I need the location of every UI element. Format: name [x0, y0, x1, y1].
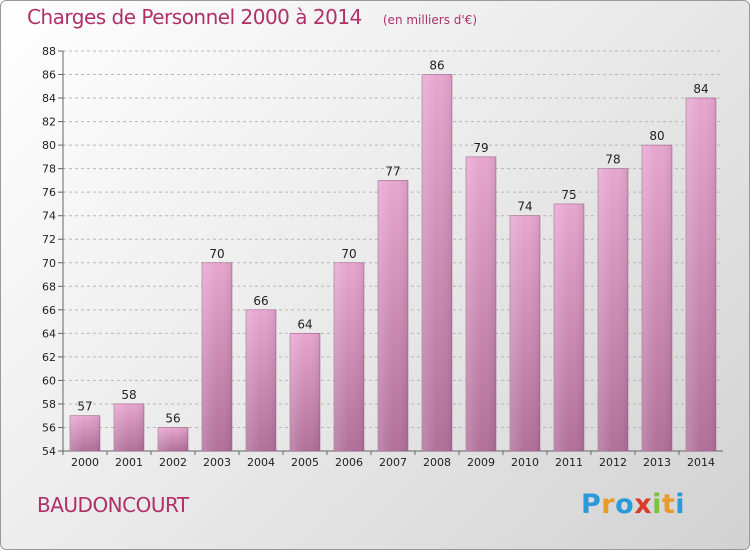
bar-shine [70, 415, 100, 451]
logo-letter: o [615, 489, 635, 520]
bar-shine [334, 262, 364, 451]
y-tick-label: 82 [42, 116, 56, 129]
data-label: 78 [605, 153, 620, 167]
data-label: 58 [121, 388, 136, 402]
y-tick-label: 78 [42, 163, 56, 176]
x-tick-label: 2012 [599, 456, 627, 469]
bar-shine [510, 215, 540, 451]
bar-shine [598, 168, 628, 451]
y-tick-label: 60 [42, 374, 56, 387]
y-tick-label: 54 [42, 445, 56, 458]
y-tick-label: 58 [42, 398, 56, 411]
bar-shine [378, 180, 408, 452]
data-label: 70 [209, 247, 224, 261]
logo-letter: i [652, 489, 662, 520]
y-tick-label: 88 [42, 45, 56, 58]
y-tick-label: 76 [42, 186, 56, 199]
bar-shine [158, 427, 188, 451]
bar-shine [246, 309, 276, 451]
y-tick-label: 84 [42, 92, 56, 105]
bar-shine [290, 333, 320, 451]
labels: 57 2000 58 2001 56 2002 70 2003 66 2004 64 2005 70 20… [71, 59, 715, 469]
y-tick-label: 66 [42, 304, 56, 317]
bar-shine [686, 98, 716, 451]
x-tick-label: 2011 [555, 456, 583, 469]
logo-letter: r [601, 489, 616, 520]
bar-shine [114, 403, 144, 451]
logo-letter: x [634, 489, 653, 520]
data-label: 77 [385, 164, 400, 178]
logo-letter: i [675, 489, 686, 520]
y-tick-label: 56 [42, 421, 56, 434]
y-tick-label: 72 [42, 233, 56, 246]
city-name: BAUDONCOURT [37, 493, 189, 517]
chart-header: Charges de Personnel 2000 à 2014 (en mil… [27, 5, 477, 29]
x-tick-label: 2009 [467, 456, 495, 469]
logo-letter: t [661, 489, 676, 520]
x-tick-label: 2000 [71, 456, 99, 469]
data-label: 74 [517, 200, 532, 214]
logo-letter: P [581, 489, 602, 520]
y-tick-label: 74 [42, 210, 56, 223]
x-tick-label: 2005 [291, 456, 319, 469]
bar-shine [466, 156, 496, 451]
x-tick-label: 2010 [511, 456, 539, 469]
chart-title: Charges de Personnel 2000 à 2014 [27, 5, 362, 29]
x-tick-label: 2001 [115, 456, 143, 469]
bar-shine [422, 74, 452, 451]
x-tick-label: 2014 [687, 456, 715, 469]
chart-subtitle: (en milliers d'€) [382, 13, 477, 27]
data-label: 57 [77, 400, 92, 414]
data-label: 70 [341, 247, 356, 261]
y-tick-label: 64 [42, 327, 56, 340]
x-tick-label: 2008 [423, 456, 451, 469]
y-tick-label: 86 [42, 69, 56, 82]
data-label: 75 [561, 188, 576, 202]
data-label: 84 [693, 82, 708, 96]
y-tick-label: 68 [42, 280, 56, 293]
x-tick-label: 2006 [335, 456, 363, 469]
x-tick-label: 2007 [379, 456, 407, 469]
data-label: 80 [649, 129, 664, 143]
y-tick-label: 62 [42, 351, 56, 364]
x-tick-label: 2004 [247, 456, 275, 469]
y-tick-label: 70 [42, 257, 56, 270]
data-label: 56 [165, 411, 180, 425]
bars [69, 74, 717, 452]
data-label: 64 [297, 317, 312, 331]
proxiti-logo[interactable]: Proxiti [581, 489, 685, 520]
data-label: 66 [253, 294, 268, 308]
bar-shine [554, 203, 584, 451]
x-tick-label: 2003 [203, 456, 231, 469]
y-tick-label: 80 [42, 139, 56, 152]
bar-shine [202, 262, 232, 451]
x-tick-label: 2013 [643, 456, 671, 469]
data-label: 79 [473, 141, 488, 155]
bar-shine [642, 145, 672, 451]
x-tick-label: 2002 [159, 456, 187, 469]
data-label: 86 [429, 59, 444, 73]
